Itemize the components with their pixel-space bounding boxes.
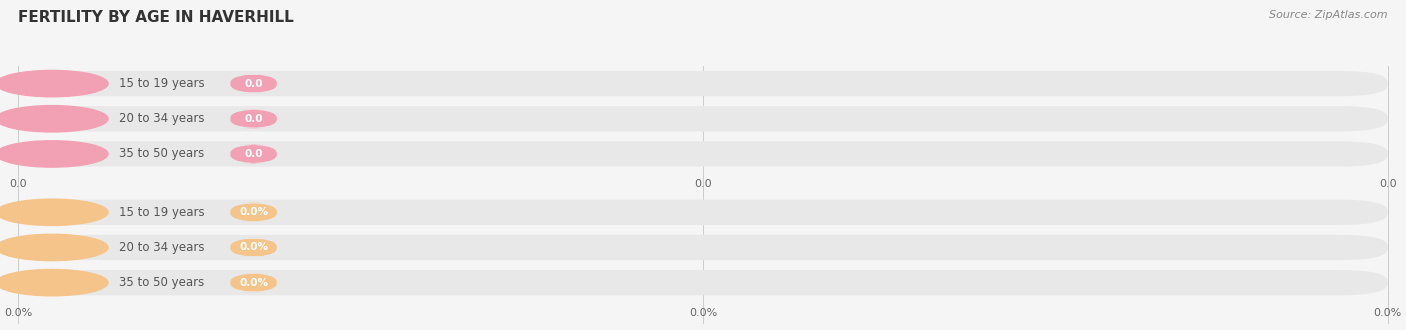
FancyBboxPatch shape bbox=[231, 145, 277, 163]
Circle shape bbox=[0, 234, 108, 261]
FancyBboxPatch shape bbox=[18, 235, 1388, 260]
Text: 0.0%: 0.0% bbox=[1374, 308, 1402, 318]
Text: 0.0: 0.0 bbox=[245, 114, 263, 124]
Text: 20 to 34 years: 20 to 34 years bbox=[120, 112, 205, 125]
FancyBboxPatch shape bbox=[231, 238, 277, 257]
Text: 0.0: 0.0 bbox=[1379, 179, 1396, 189]
FancyBboxPatch shape bbox=[18, 141, 1388, 167]
Text: 0.0%: 0.0% bbox=[239, 243, 269, 252]
FancyBboxPatch shape bbox=[18, 106, 1388, 131]
FancyBboxPatch shape bbox=[231, 74, 277, 93]
FancyBboxPatch shape bbox=[18, 270, 1388, 295]
Text: 0.0%: 0.0% bbox=[239, 278, 269, 288]
Circle shape bbox=[0, 270, 108, 296]
FancyBboxPatch shape bbox=[18, 71, 1388, 96]
Text: 35 to 50 years: 35 to 50 years bbox=[120, 148, 204, 160]
Text: 0.0: 0.0 bbox=[695, 179, 711, 189]
Text: 20 to 34 years: 20 to 34 years bbox=[120, 241, 205, 254]
Text: FERTILITY BY AGE IN HAVERHILL: FERTILITY BY AGE IN HAVERHILL bbox=[18, 10, 294, 25]
FancyBboxPatch shape bbox=[231, 109, 277, 128]
Text: 0.0: 0.0 bbox=[10, 179, 27, 189]
Circle shape bbox=[0, 70, 108, 97]
FancyBboxPatch shape bbox=[231, 273, 277, 292]
Text: Source: ZipAtlas.com: Source: ZipAtlas.com bbox=[1270, 10, 1388, 20]
Text: 0.0%: 0.0% bbox=[4, 308, 32, 318]
Circle shape bbox=[0, 141, 108, 167]
Text: 15 to 19 years: 15 to 19 years bbox=[120, 77, 205, 90]
Text: 15 to 19 years: 15 to 19 years bbox=[120, 206, 205, 219]
FancyBboxPatch shape bbox=[18, 200, 1388, 225]
Text: 0.0%: 0.0% bbox=[689, 308, 717, 318]
Circle shape bbox=[0, 199, 108, 225]
Text: 0.0%: 0.0% bbox=[239, 207, 269, 217]
Text: 0.0: 0.0 bbox=[245, 79, 263, 88]
Text: 35 to 50 years: 35 to 50 years bbox=[120, 276, 204, 289]
FancyBboxPatch shape bbox=[231, 203, 277, 222]
Text: 0.0: 0.0 bbox=[245, 149, 263, 159]
Circle shape bbox=[0, 106, 108, 132]
